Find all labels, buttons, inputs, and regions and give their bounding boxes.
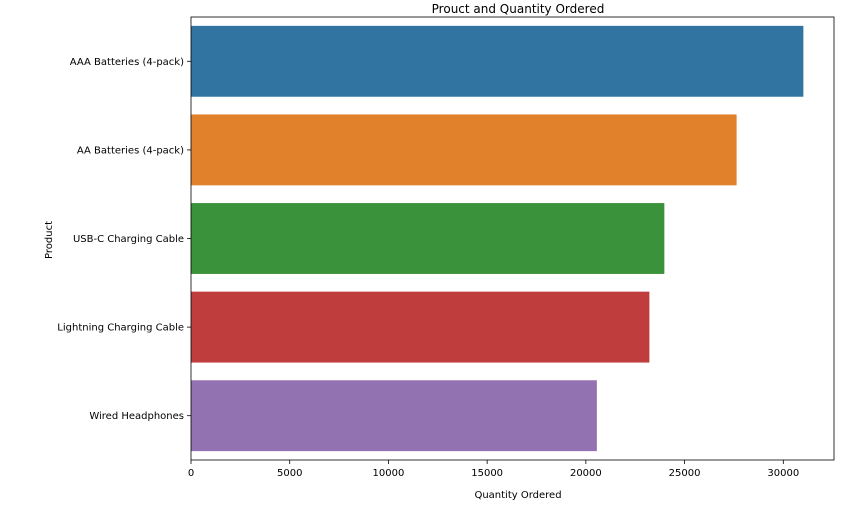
x-tick-label: 15000 [471, 468, 503, 479]
x-tick-label: 0 [188, 468, 194, 479]
y-tick-label: AA Batteries (4-pack) [77, 145, 184, 156]
x-tick-label: 5000 [277, 468, 302, 479]
bar [191, 25, 804, 97]
bar [191, 203, 665, 274]
x-tick-label: 25000 [669, 468, 701, 479]
bars-group [191, 25, 804, 452]
y-tick-label: USB-C Charging Cable [73, 234, 184, 245]
x-ticks: 0 5000 10000 15000 20000 25000 30000 [188, 460, 799, 479]
chart-title: Prouct and Quantity Ordered [432, 2, 605, 16]
bar [191, 114, 737, 186]
x-tick-label: 30000 [767, 468, 799, 479]
x-axis-label: Quantity Ordered [474, 490, 561, 501]
y-tick-label: AAA Batteries (4-pack) [70, 57, 184, 68]
x-tick-label: 10000 [373, 468, 405, 479]
y-axis-label: Product [44, 221, 55, 259]
y-tick-label: Lightning Charging Cable [57, 323, 184, 334]
plot-frame [190, 16, 835, 461]
y-tick-label: Wired Headphones [89, 411, 184, 422]
bar [191, 380, 597, 452]
bar [191, 291, 650, 363]
x-tick-label: 20000 [570, 468, 602, 479]
y-ticks: AAA Batteries (4-pack) AA Batteries (4-pa… [57, 57, 191, 422]
